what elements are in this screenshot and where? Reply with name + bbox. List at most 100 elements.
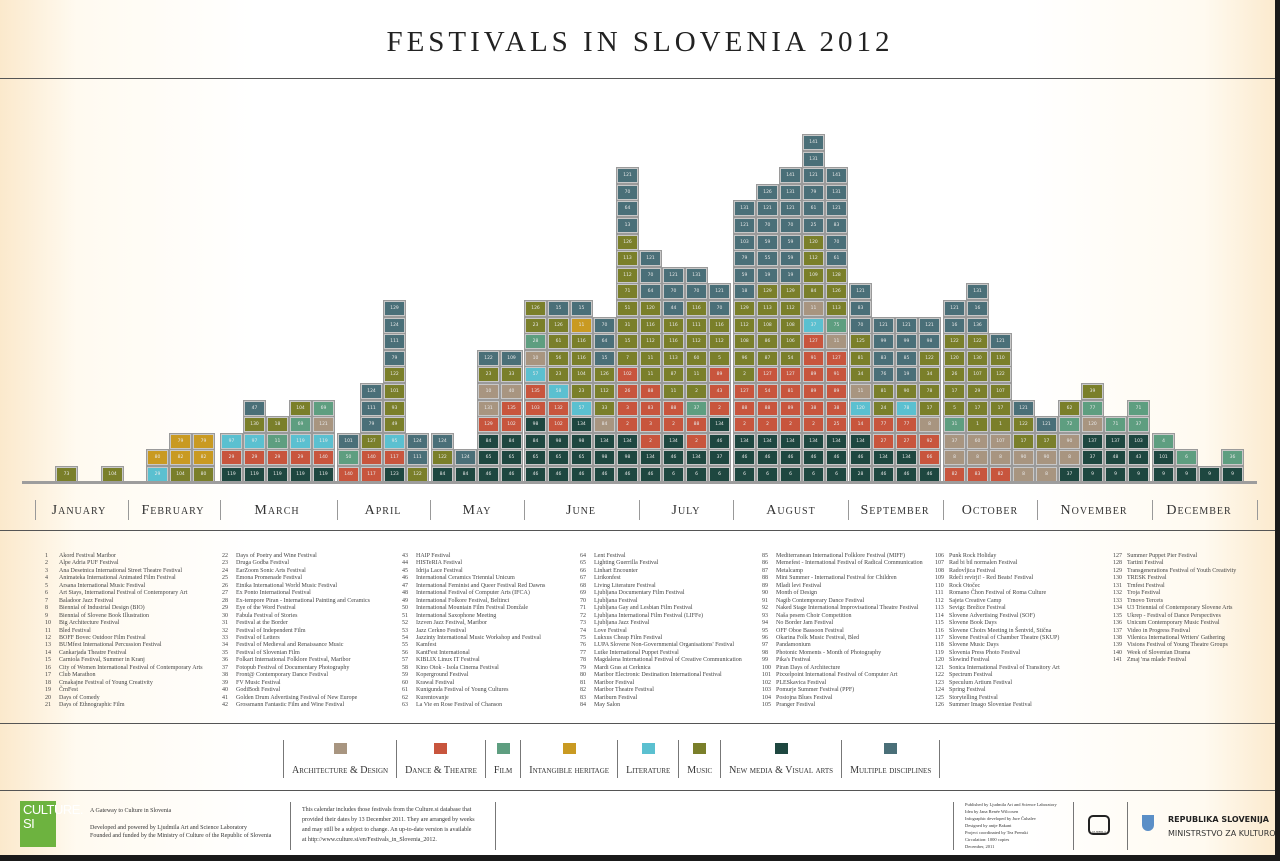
festival-box: 112 (639, 333, 662, 351)
month-separator (943, 500, 944, 520)
festival-box: 38 (802, 399, 825, 417)
festival-box: 88 (639, 383, 662, 400)
festival-name: Days of Poetry and Wine Festival (236, 553, 317, 559)
festival-number: 31 (222, 620, 228, 627)
festival-list-item: 9 Biennial of Slovene Book Illustration (45, 613, 203, 620)
festival-box: 10 (477, 383, 500, 400)
festival-list-item: 138 Vilenica International Writers' Gathe… (1113, 635, 1236, 642)
festival-list-item: 113 Sevigc Brežice Festival (935, 605, 1060, 612)
festival-number: 76 (580, 642, 586, 649)
festival-name: TRESK Festival (1127, 575, 1167, 582)
credit-line: Idea by Jana Renée Wilcoxen (965, 809, 1019, 814)
festival-box: 69 (312, 399, 335, 417)
festival-name: Maribor Electronic Destination Internati… (594, 672, 722, 679)
festival-box: 8 (943, 449, 966, 467)
festival-list-item: 8 Biennial of Industrial Design (BIO) (45, 605, 203, 612)
festival-name: Pandamonium (776, 642, 811, 649)
festival-list-item: 26 Etnika International World Music Festi… (222, 583, 370, 590)
festival-box: 15 (547, 300, 570, 317)
festival-box: 122 (406, 466, 429, 483)
festival-number: 40 (222, 687, 228, 694)
festival-box: 70 (849, 316, 872, 334)
festival-box: 3 (616, 399, 639, 417)
festival-number: 135 (1113, 612, 1122, 619)
festival-box: 23 (570, 383, 593, 400)
festival-number: 32 (222, 627, 228, 634)
festival-number: 37 (222, 664, 228, 671)
festival-box: 111 (685, 316, 708, 334)
festival-number: 18 (45, 679, 51, 686)
legend-swatch (496, 743, 510, 754)
festival-list-item: 134 U3 Triennial of Contemporary Slovene … (1113, 605, 1236, 612)
festival-box: 137 (1081, 432, 1104, 450)
festival-box: 91 (802, 349, 825, 367)
festival-name: Trnovo Tercets (1127, 597, 1164, 604)
festival-list-item: 40 GodiBodi Festival (222, 687, 370, 694)
culture-si-logo: CULTURE. SI (20, 801, 84, 847)
festival-name: Idrija Lace Festival (416, 567, 463, 574)
festival-list-item: 67 Lirikonfest (580, 575, 742, 582)
festival-list-item: 136 Unicum Contemporary Music Festival (1113, 620, 1236, 627)
festival-list-item: 55 Kamfest (402, 642, 545, 649)
festival-name: Sevigc Brežice Festival (949, 605, 1006, 612)
festival-list-item: 111 Romano Čhon Festival of Roma Culture (935, 590, 1060, 597)
festival-box: 37 (943, 432, 966, 450)
festival-box: 11 (639, 349, 662, 367)
festival-box: 119 (312, 432, 335, 450)
festival-name: Mediterranean International Folklore Fes… (776, 553, 905, 559)
festival-box: 64 (639, 283, 662, 301)
festival-number: 60 (402, 679, 408, 686)
festival-name: City of Women International Festival of … (59, 664, 203, 671)
festival-name: BOFF Bovec Outdoor Film Festival (59, 634, 146, 641)
festival-list-item: 16 City of Women International Festival o… (45, 665, 203, 672)
festival-box: 16 (966, 300, 989, 317)
festival-name: Speculum Artium Festival (949, 679, 1012, 686)
festival-box: 6 (708, 466, 731, 483)
festival-list-item: 23 Druga Godba Festival (222, 560, 370, 567)
festival-list-item: 130 TRESK Festival (1113, 575, 1236, 582)
festival-box: 132 (547, 399, 570, 417)
festival-box: 129 (756, 283, 779, 301)
festival-list-item: 107 Rad bi bil normalen Festival (935, 560, 1060, 567)
festival-box: 113 (825, 300, 848, 317)
festival-list-item: 137 Video in Progress Festival (1113, 628, 1236, 635)
festival-box: 119 (266, 466, 289, 483)
festival-box: 98 (570, 432, 593, 450)
festival-number: 86 (762, 560, 768, 567)
festival-box: 102 (547, 416, 570, 434)
festival-name: Kurentovanje (416, 694, 449, 701)
legend-label: Literature (626, 765, 671, 776)
festival-name: Rock Otočec (949, 582, 981, 589)
festival-name: Ljubljana Documentary Film Festival (594, 590, 685, 597)
festival-list-item: 53 Jazz Cerkno Festival (402, 628, 545, 635)
festival-box: 82 (943, 466, 966, 483)
festival-box: 26 (616, 383, 639, 400)
festival-list-item: 77 Lutke International Puppet Festival (580, 650, 742, 657)
legend-swatch (562, 743, 576, 754)
festival-number: 92 (762, 605, 768, 612)
festival-name: Alpe Adria PUF Festival (59, 560, 119, 567)
festival-list-item: 133 Trnovo Tercets (1113, 598, 1236, 605)
festival-box: 77 (895, 416, 918, 434)
festival-box: 65 (547, 449, 570, 467)
festival-box: 59 (779, 250, 802, 268)
festival-name: Days of Ethnographic Film (59, 702, 125, 709)
festival-box: 71 (616, 283, 639, 301)
festival-name: Romano Čhon Festival of Roma Culture (949, 590, 1047, 597)
festival-box: 46 (918, 466, 941, 483)
festival-number: 72 (580, 612, 586, 619)
festival-box: 130 (966, 349, 989, 367)
festival-number: 125 (935, 694, 944, 701)
festival-box: 124 (454, 449, 477, 467)
festival-box: 17 (918, 399, 941, 417)
festival-number: 67 (580, 575, 586, 582)
month-label: December (1166, 503, 1232, 518)
festival-list-item: 68 Living Literature Festival (580, 583, 742, 590)
festival-box: 120 (943, 349, 966, 367)
festival-box: 90 (895, 383, 918, 400)
legend-item: Dance & Theatre (396, 740, 485, 778)
month-separator (639, 500, 640, 520)
festival-box: 112 (593, 383, 616, 400)
festival-box: 78 (918, 383, 941, 400)
festival-name: Fabula Festival of Stories (236, 612, 298, 619)
